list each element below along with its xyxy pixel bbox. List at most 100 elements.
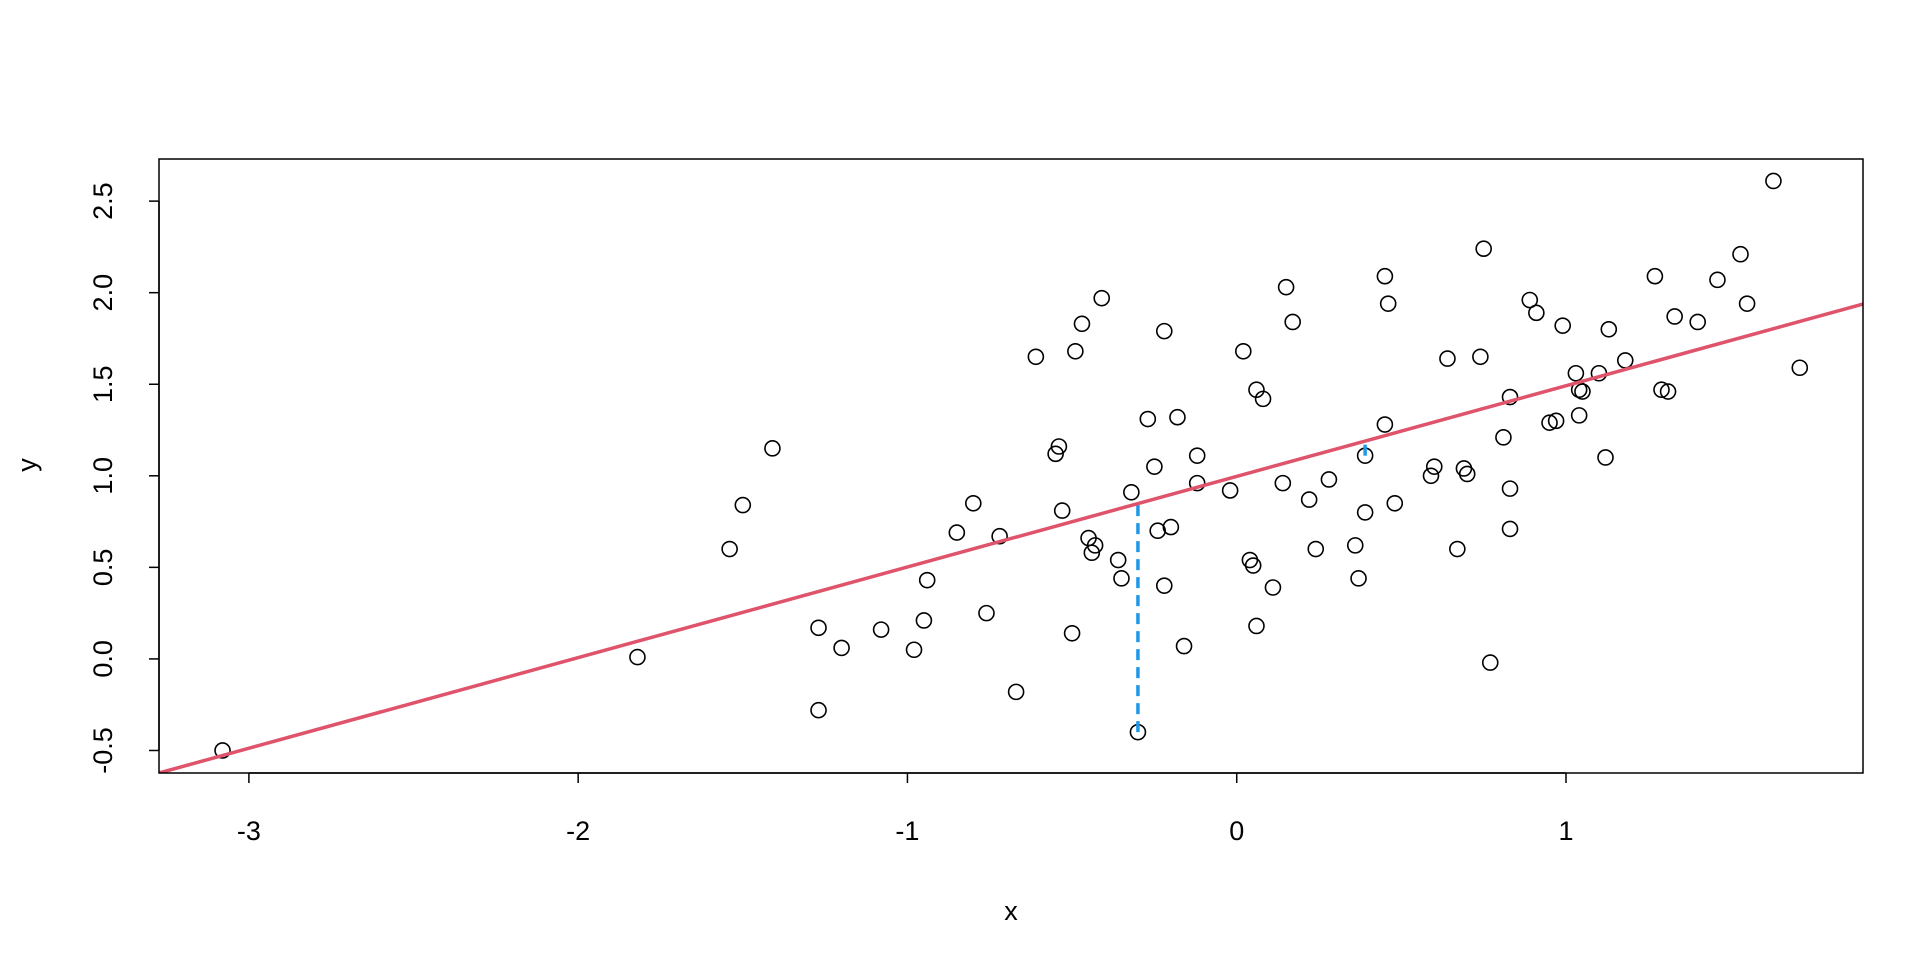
point — [1600, 321, 1618, 338]
x-tick-label: -2 — [566, 816, 590, 846]
point — [1449, 540, 1466, 558]
point — [978, 604, 995, 622]
point — [1047, 445, 1064, 463]
point — [810, 701, 827, 719]
point — [1155, 322, 1173, 340]
plot-frame — [158, 158, 1864, 774]
point — [1570, 407, 1588, 424]
point — [1501, 520, 1519, 538]
point — [1472, 348, 1489, 366]
point — [1007, 683, 1025, 701]
point — [1653, 381, 1670, 399]
point — [1425, 458, 1443, 475]
point — [1284, 313, 1301, 331]
point — [1646, 267, 1664, 285]
point — [1567, 364, 1585, 382]
point — [948, 524, 966, 541]
point — [905, 641, 923, 659]
point — [1346, 537, 1364, 554]
point — [810, 619, 827, 637]
point — [1235, 342, 1252, 360]
point — [1109, 551, 1127, 569]
point — [918, 571, 936, 589]
point — [1274, 474, 1292, 492]
point — [1376, 416, 1394, 433]
point — [833, 639, 850, 657]
point — [915, 612, 933, 629]
point — [1458, 465, 1476, 483]
point — [1422, 467, 1440, 485]
point — [1738, 295, 1756, 312]
point — [1162, 518, 1180, 536]
point — [1113, 570, 1130, 587]
point — [1439, 350, 1456, 367]
point — [991, 527, 1008, 545]
point — [1073, 315, 1091, 333]
point — [1521, 291, 1539, 309]
point — [1083, 544, 1101, 562]
x-tick-label: 1 — [1558, 816, 1573, 846]
point — [1053, 502, 1071, 519]
y-tick-label: -0.5 — [88, 727, 118, 774]
point — [1264, 579, 1282, 596]
y-tick-label: 1.5 — [88, 365, 118, 403]
point — [1146, 458, 1163, 475]
point — [1386, 494, 1404, 512]
point — [1475, 240, 1492, 258]
point — [1188, 447, 1206, 464]
point — [1169, 408, 1186, 426]
point — [1709, 271, 1726, 289]
x-tick-label: 0 — [1229, 816, 1244, 846]
point — [1067, 342, 1084, 360]
point — [1320, 471, 1338, 488]
point — [1574, 383, 1591, 400]
point — [1528, 304, 1545, 322]
point — [1376, 267, 1394, 285]
point — [1495, 429, 1512, 446]
y-tick-label: 0.5 — [88, 549, 118, 587]
point — [1666, 308, 1683, 325]
point — [1791, 359, 1809, 377]
y-tick-label: 2.0 — [88, 274, 118, 312]
x-tick-label: -3 — [237, 816, 261, 846]
point — [964, 494, 982, 512]
point — [1732, 245, 1749, 263]
point — [1307, 540, 1325, 558]
point — [1244, 557, 1262, 574]
point — [764, 440, 781, 457]
y-tick-label: 0.0 — [88, 640, 118, 678]
x-axis-label: x — [1004, 896, 1018, 926]
point — [1254, 390, 1272, 408]
point — [1501, 388, 1519, 406]
fit-line — [159, 302, 1863, 773]
point — [1093, 289, 1111, 307]
point — [1188, 474, 1206, 492]
point — [1379, 295, 1397, 312]
point — [1063, 624, 1081, 642]
point — [1554, 317, 1572, 334]
point — [1689, 313, 1707, 331]
point — [1123, 483, 1140, 501]
point — [1541, 414, 1558, 431]
y-tick-label: 1.0 — [88, 457, 118, 495]
point — [734, 496, 752, 514]
y-axis-label: y — [12, 458, 42, 472]
point — [1547, 412, 1565, 430]
point — [1277, 278, 1295, 296]
point — [1248, 617, 1265, 635]
point — [1501, 480, 1519, 497]
point — [1175, 637, 1193, 655]
y-tick-label: 2.5 — [88, 182, 118, 220]
point — [1221, 482, 1239, 499]
x-tick-label: -1 — [895, 816, 919, 846]
point — [1356, 504, 1374, 521]
point — [1139, 410, 1157, 428]
point — [1481, 654, 1499, 671]
point — [1350, 570, 1367, 587]
point — [1597, 449, 1614, 466]
point — [1155, 577, 1173, 594]
point — [1086, 537, 1104, 554]
